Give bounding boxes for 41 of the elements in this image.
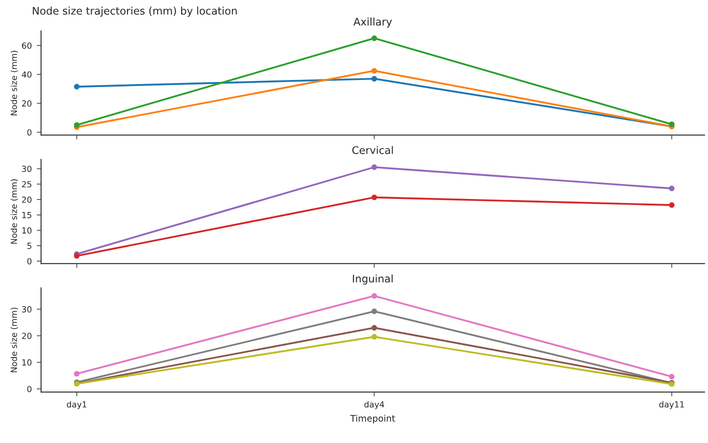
point (371, 293, 378, 299)
y-tick-label: 10 (22, 359, 32, 366)
chart-title: Inguinal (352, 274, 393, 285)
y-tick-label: 0 (27, 129, 32, 136)
y-axis-title: Node size (mm) (10, 179, 18, 244)
y-tick-label: 15 (22, 212, 32, 218)
x-tick-label: day1 (66, 401, 86, 410)
point (668, 186, 675, 192)
point (371, 35, 378, 42)
y-tick-label: 10 (22, 227, 32, 234)
chart-title: Cervical (352, 146, 393, 154)
point (371, 164, 378, 170)
y-tick-label: 20 (22, 196, 32, 203)
x-axis-title: Timepoint (350, 414, 396, 424)
chart-title: Axillary (353, 18, 392, 28)
point (371, 76, 378, 82)
y-tick-label: 5 (27, 242, 32, 250)
y-axis-title: Node size (mm) (10, 50, 18, 116)
point (74, 370, 80, 377)
y-axis-title: Node size (mm) (10, 308, 18, 372)
x-tick-label: day4 (364, 401, 384, 410)
text: Node size trajectories (mm) by location (32, 6, 237, 17)
y-tick-label: 0 (27, 386, 32, 392)
point (371, 308, 378, 314)
point (371, 325, 378, 331)
y-tick-label: 25 (22, 181, 32, 188)
y-tick-label: 20 (22, 332, 32, 340)
point (371, 68, 378, 74)
x-tick-label: day11 (659, 401, 684, 410)
point (668, 374, 675, 380)
point (668, 202, 675, 208)
y-tick-label: 60 (22, 42, 32, 49)
y-tick-label: 0 (27, 258, 32, 264)
y-tick-label: 20 (22, 100, 32, 107)
point (371, 194, 378, 200)
y-tick-label: 30 (22, 306, 32, 312)
point (74, 84, 80, 90)
y-tick-label: 30 (22, 166, 32, 172)
point (668, 121, 675, 128)
point (371, 334, 378, 340)
y-tick-label: 40 (22, 71, 32, 78)
